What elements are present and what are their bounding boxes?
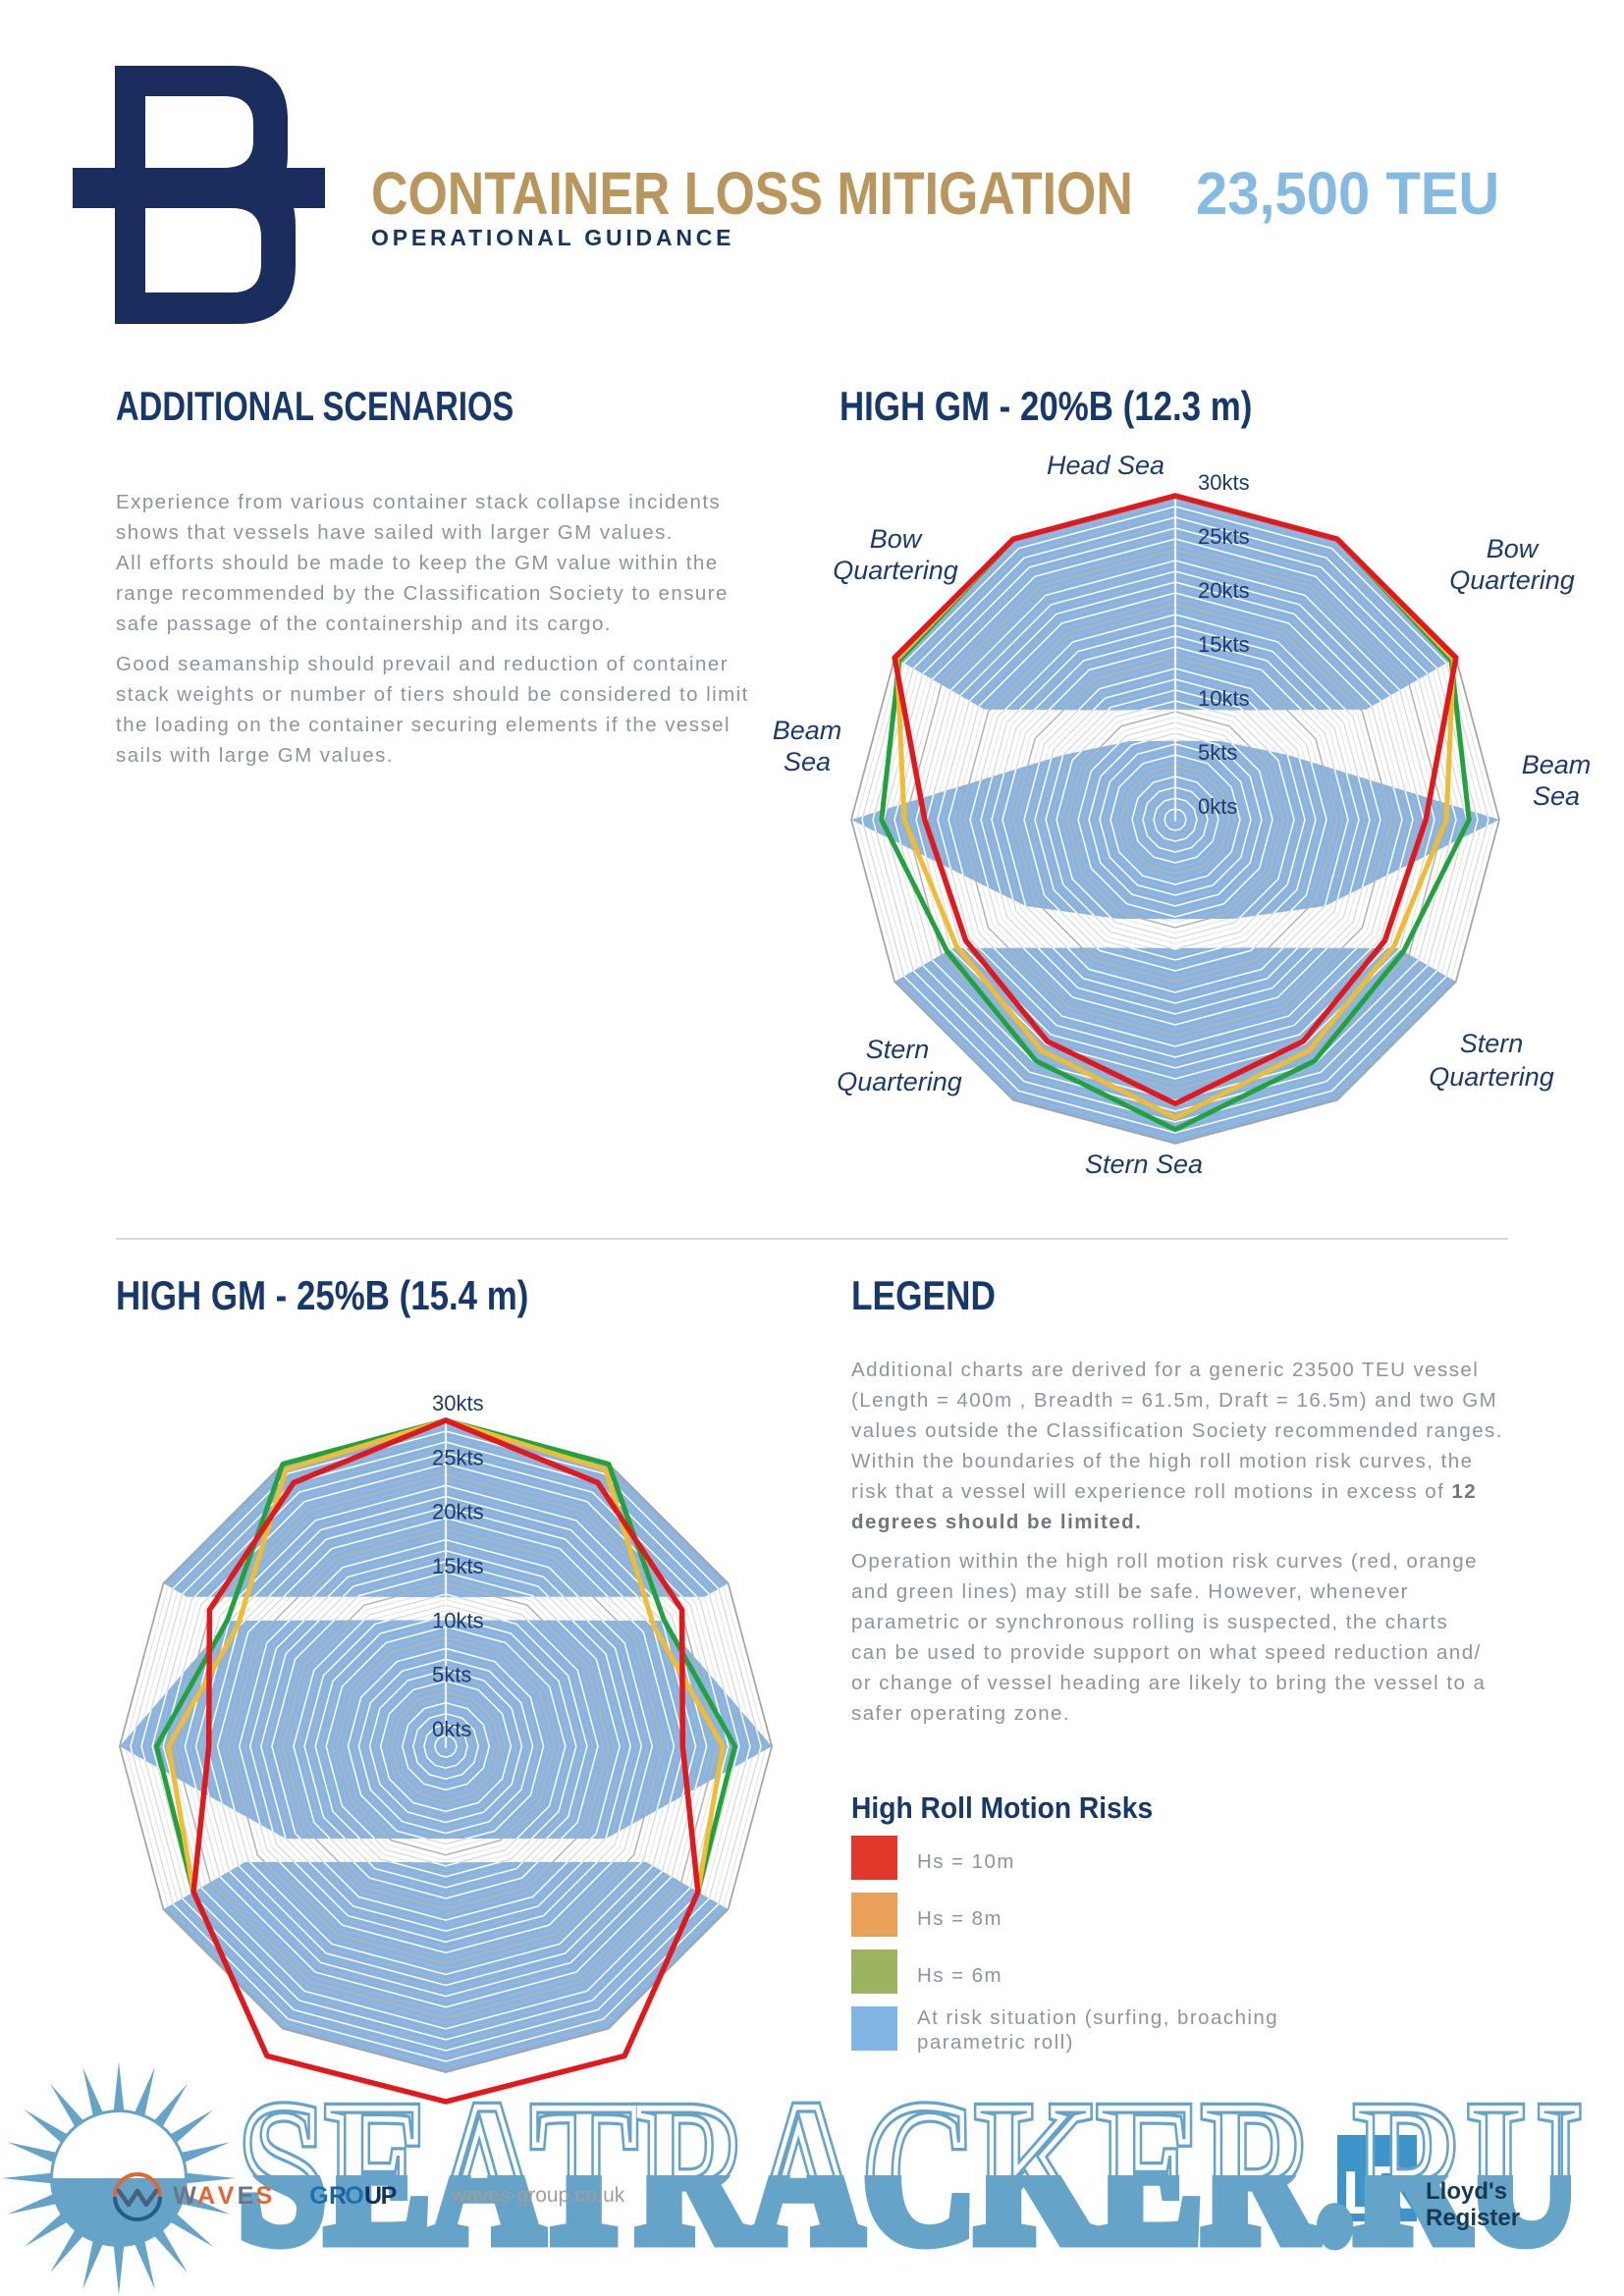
svg-text:Stern: Stern: [866, 1035, 930, 1064]
svg-text:Quartering: Quartering: [1429, 1062, 1554, 1092]
svg-text:25kts: 25kts: [1198, 524, 1250, 549]
svg-text:A: A: [197, 2182, 215, 2210]
svg-text:Stern: Stern: [1460, 1029, 1524, 1058]
svg-text:Quartering: Quartering: [1449, 565, 1575, 595]
svg-text:Head Sea: Head Sea: [1047, 451, 1164, 480]
svg-text:Sea: Sea: [784, 747, 831, 776]
svg-text:P: P: [381, 2182, 398, 2210]
svg-text:S: S: [256, 2182, 273, 2210]
svg-text:G: G: [309, 2182, 328, 2210]
svg-text:10kts: 10kts: [432, 1608, 484, 1632]
svg-text:waves-group.co.uk: waves-group.co.uk: [451, 2184, 625, 2207]
svg-text:Quartering: Quartering: [837, 1067, 962, 1096]
svg-text:V: V: [218, 2182, 235, 2210]
svg-text:U: U: [364, 2182, 382, 2210]
svg-text:SEATRACKER.RU: SEATRACKER.RU: [239, 2061, 1581, 2284]
svg-text:Beam: Beam: [1522, 750, 1592, 779]
svg-text:20kts: 20kts: [1198, 578, 1250, 603]
svg-text:SEATRACKER.RU: SEATRACKER.RU: [239, 2061, 1581, 2284]
svg-text:15kts: 15kts: [1198, 632, 1250, 657]
svg-text:5kts: 5kts: [1198, 740, 1237, 765]
svg-text:Sea: Sea: [1533, 781, 1580, 811]
svg-text:20kts: 20kts: [432, 1500, 484, 1524]
svg-text:Stern Sea: Stern Sea: [1085, 1149, 1203, 1179]
svg-text:SEATRACKER.RU: SEATRACKER.RU: [239, 2061, 1581, 2284]
svg-text:W: W: [173, 2182, 196, 2210]
svg-text:Bow: Bow: [870, 524, 923, 554]
svg-text:0kts: 0kts: [432, 1717, 471, 1741]
svg-text:10kts: 10kts: [1198, 686, 1250, 711]
svg-text:Quartering: Quartering: [833, 556, 958, 585]
svg-text:0kts: 0kts: [1198, 794, 1237, 819]
svg-text:5kts: 5kts: [432, 1663, 471, 1687]
svg-text:R: R: [329, 2182, 347, 2210]
svg-text:30kts: 30kts: [432, 1391, 484, 1415]
svg-text:O: O: [345, 2182, 363, 2210]
svg-text:25kts: 25kts: [432, 1445, 484, 1469]
svg-text:R: R: [1369, 2155, 1413, 2222]
svg-text:Beam: Beam: [773, 716, 842, 745]
svg-text:E: E: [238, 2182, 254, 2210]
svg-text:30kts: 30kts: [1198, 470, 1250, 495]
svg-text:15kts: 15kts: [432, 1554, 484, 1578]
svg-text:Bow: Bow: [1487, 534, 1540, 563]
svg-text:L: L: [1342, 2160, 1380, 2227]
svg-text:Register: Register: [1426, 2205, 1520, 2231]
svg-text:Lloyd's: Lloyd's: [1426, 2178, 1507, 2205]
